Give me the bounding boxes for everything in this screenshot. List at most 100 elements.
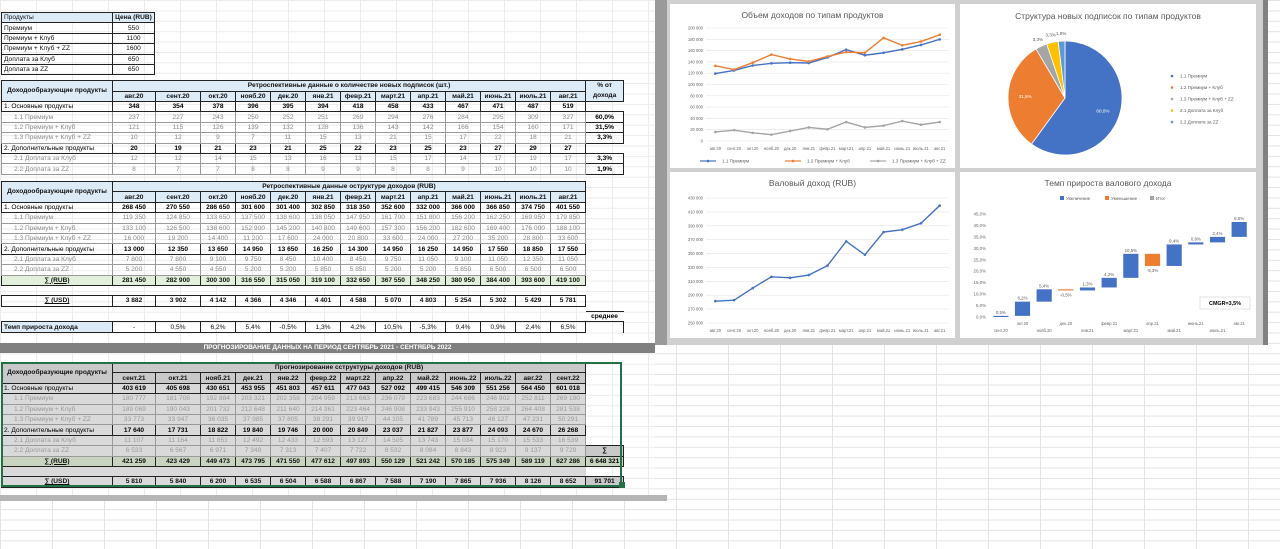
value-cell[interactable]: 211 640 <box>270 403 306 415</box>
value-cell[interactable]: 244 686 <box>445 393 481 405</box>
value-cell[interactable] <box>550 465 586 478</box>
value-cell[interactable]: 13 <box>270 152 306 165</box>
growth-cell[interactable]: 6,5% <box>550 321 586 333</box>
row-label[interactable]: 1.2 Премиум + Клуб <box>1 121 113 134</box>
product-name[interactable]: Премиум + Клуб <box>1 32 113 45</box>
month-header[interactable]: февр.21 <box>340 191 376 203</box>
growth-cell[interactable]: 4,2% <box>340 321 376 333</box>
value-cell[interactable]: 10 <box>480 163 516 175</box>
value-cell[interactable]: 327 <box>549 111 587 123</box>
row-header-label[interactable]: Доходообразующие продукты <box>1 362 113 384</box>
month-header[interactable]: февр.22 <box>305 372 341 384</box>
value-cell[interactable]: 6 500 <box>515 264 551 276</box>
value-cell[interactable]: 8 <box>112 163 156 175</box>
month-header[interactable]: июнь.22 <box>445 372 481 384</box>
value-cell[interactable]: 37 985 <box>235 413 271 426</box>
month-header[interactable]: авг.21 <box>549 90 587 102</box>
value-cell[interactable]: 7 722 <box>340 445 376 457</box>
growth-cell[interactable]: 1,3% <box>305 321 341 333</box>
chart-gross-revenue[interactable]: Валовый доход (RUB) 250 000 270 000 290 000… <box>670 172 955 338</box>
value-cell[interactable]: 160 <box>515 121 551 134</box>
value-cell[interactable]: 12 <box>155 132 201 144</box>
value-cell[interactable]: 270 550 <box>155 201 201 214</box>
value-cell[interactable]: 8 532 <box>375 445 411 457</box>
column-header[interactable]: Продукты <box>1 11 113 24</box>
value-cell[interactable]: 188 100 <box>550 222 586 234</box>
growth-cell[interactable]: -5,3% <box>410 321 446 333</box>
empty-cell[interactable] <box>113 312 156 322</box>
extra-cell[interactable] <box>586 143 624 153</box>
month-header[interactable]: окт.20 <box>200 90 236 102</box>
product-price[interactable]: 1100 <box>112 32 155 45</box>
value-cell[interactable]: 294 <box>375 111 411 123</box>
chart-revenue-by-product[interactable]: Объем доходов по типам продуктов 0 20 000 4… <box>670 4 955 168</box>
value-cell[interactable]: 15 <box>375 152 411 165</box>
month-header[interactable]: сент.20 <box>155 191 201 203</box>
value-cell[interactable]: 166 <box>445 121 481 134</box>
value-cell[interactable]: 132 <box>270 121 306 134</box>
value-cell[interactable] <box>235 465 271 478</box>
empty-cell[interactable] <box>586 182 624 203</box>
value-cell[interactable]: 21 <box>549 132 587 144</box>
month-header[interactable]: апр.22 <box>375 372 411 384</box>
month-header[interactable]: окт.21 <box>155 372 201 384</box>
value-cell[interactable]: 13 <box>340 152 376 165</box>
row-label[interactable]: 2.1 Доплата за Клуб <box>1 253 113 266</box>
empty-cell[interactable] <box>411 312 446 322</box>
value-cell[interactable]: 169 950 <box>515 212 551 224</box>
value-cell[interactable]: 162 250 <box>480 212 516 224</box>
value-cell[interactable]: 17 550 <box>480 243 516 255</box>
value-cell[interactable]: 11 050 <box>480 253 516 266</box>
value-cell[interactable]: 394 <box>305 100 341 113</box>
value-cell[interactable]: 5 850 <box>305 264 341 276</box>
value-cell[interactable]: 7 313 <box>270 445 306 457</box>
value-cell[interactable]: 423 429 <box>155 455 201 467</box>
month-header[interactable]: сент.21 <box>112 372 156 384</box>
month-header[interactable]: авг.20 <box>112 90 156 102</box>
value-cell[interactable]: 11 851 <box>200 434 236 447</box>
empty-cell[interactable] <box>586 233 624 243</box>
value-cell[interactable] <box>112 465 156 478</box>
month-header[interactable]: дек.20 <box>270 191 306 203</box>
value-cell[interactable]: 570 185 <box>445 455 481 467</box>
month-header[interactable]: июль.21 <box>515 90 551 102</box>
value-cell[interactable]: 10 <box>112 132 156 144</box>
value-cell[interactable]: 143 <box>375 121 411 134</box>
value-cell[interactable]: 171 <box>549 121 587 134</box>
month-header[interactable]: май.22 <box>410 372 446 384</box>
value-cell[interactable]: 16 <box>305 152 341 165</box>
growth-cell[interactable]: 0,9% <box>480 321 516 333</box>
value-cell[interactable]: 302 850 <box>305 201 341 214</box>
value-cell[interactable] <box>200 465 236 478</box>
value-cell[interactable]: 13 127 <box>340 434 376 447</box>
value-cell[interactable]: 11 050 <box>550 253 586 266</box>
value-cell[interactable]: 17 731 <box>155 424 201 436</box>
value-cell[interactable]: 17 <box>445 132 481 144</box>
value-cell[interactable]: 20 <box>112 142 156 154</box>
value-cell[interactable]: 453 955 <box>235 382 271 395</box>
value-cell[interactable] <box>305 284 341 297</box>
empty-cell[interactable] <box>306 312 341 322</box>
value-cell[interactable]: 11 200 <box>235 232 271 245</box>
value-cell[interactable]: 282 900 <box>155 274 201 286</box>
value-cell[interactable]: 156 200 <box>410 222 446 234</box>
value-cell[interactable]: 33 773 <box>112 413 156 426</box>
month-header[interactable]: апр.21 <box>410 191 446 203</box>
value-cell[interactable]: 301 400 <box>270 201 306 214</box>
growth-cell[interactable]: 5,4% <box>235 321 271 333</box>
row-label[interactable]: 2.2 Доплата за ZZ <box>1 264 113 276</box>
value-cell[interactable]: 348 250 <box>410 274 446 286</box>
value-cell[interactable]: 145 200 <box>270 222 306 234</box>
value-cell[interactable]: 7 407 <box>305 445 341 457</box>
value-cell[interactable]: 19 <box>155 142 201 154</box>
value-cell[interactable]: 28 800 <box>515 232 551 245</box>
empty-cell[interactable] <box>586 322 624 332</box>
value-cell[interactable]: 550 129 <box>375 455 411 467</box>
value-cell[interactable]: 281 538 <box>549 403 587 415</box>
value-cell[interactable]: 13 000 <box>112 243 156 255</box>
month-header[interactable]: окт.20 <box>200 191 236 203</box>
value-cell[interactable]: 6 504 <box>270 476 306 488</box>
value-cell[interactable]: 12 593 <box>305 434 341 447</box>
value-cell[interactable]: 527 092 <box>375 382 411 395</box>
value-cell[interactable]: 119 350 <box>112 212 156 224</box>
